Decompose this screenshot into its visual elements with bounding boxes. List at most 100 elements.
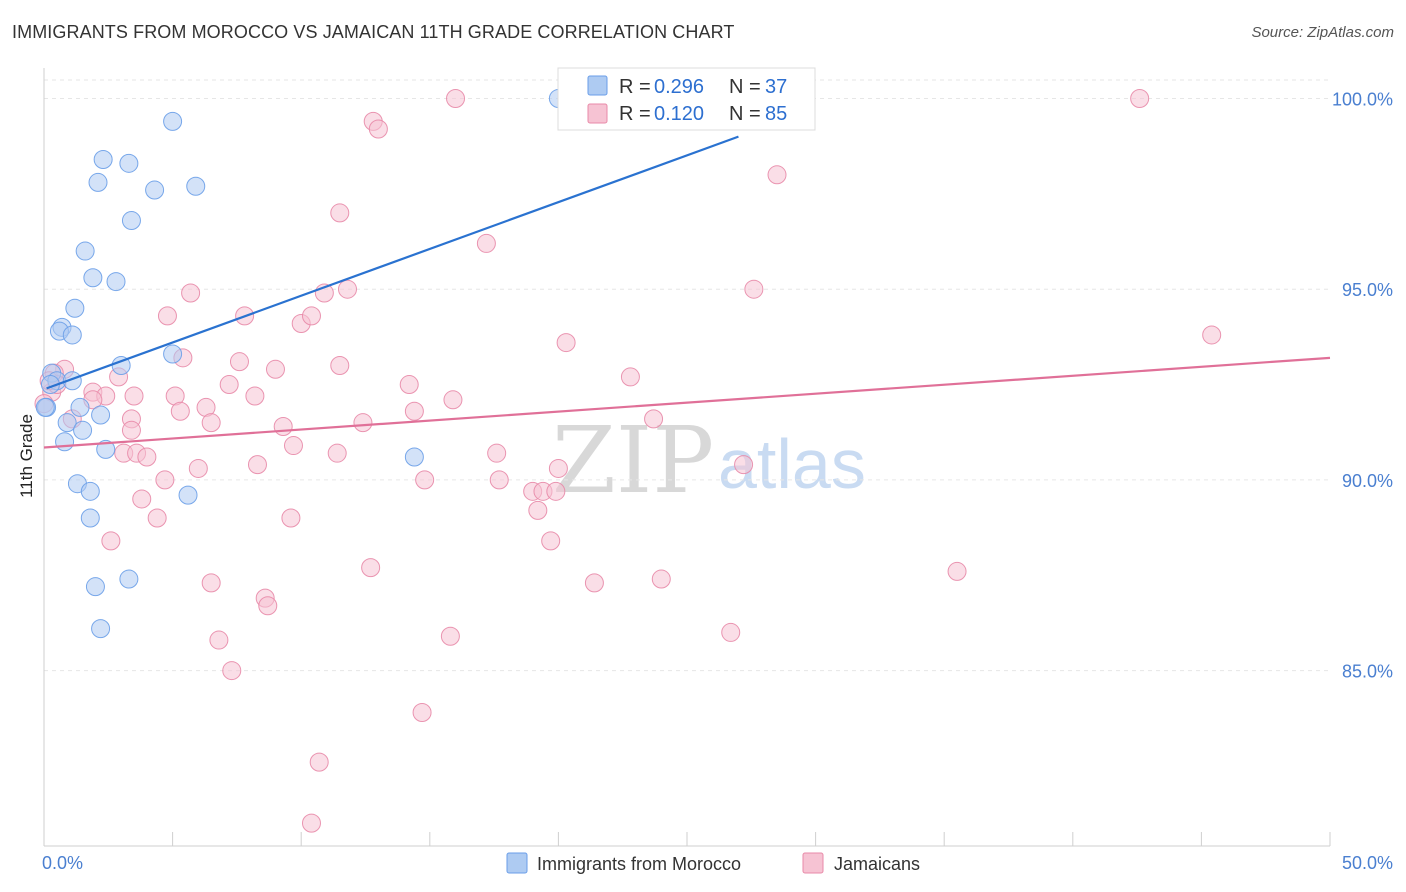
y-axis-title: 11th Grade xyxy=(17,414,36,498)
jamaicans-point-42 xyxy=(201,413,221,433)
legend-r-label-jamaicans: R = xyxy=(619,103,651,125)
legend-bottom-swatch-morocco xyxy=(506,852,528,874)
morocco-trend-line xyxy=(46,135,739,390)
jamaicans-point-20 xyxy=(330,355,350,375)
jamaicans-point-59 xyxy=(489,470,509,490)
jamaicans-point-63 xyxy=(132,489,152,509)
jamaicans-point-75 xyxy=(258,596,278,616)
y-tick-label-0: 85.0% xyxy=(1342,662,1393,682)
jamaicans-point-10 xyxy=(337,279,357,299)
jamaicans-point-16 xyxy=(556,333,576,353)
jamaicans-point-29 xyxy=(219,375,239,395)
jamaicans-point-12 xyxy=(157,306,177,326)
jamaicans-point-53 xyxy=(247,455,267,475)
jamaicans-point-82 xyxy=(301,813,321,833)
morocco-point-4 xyxy=(145,180,165,200)
x-tick-label-max: 50.0% xyxy=(1342,853,1393,873)
watermark: ZIP atlas xyxy=(552,407,866,514)
morocco-point-5 xyxy=(186,176,206,196)
jamaicans-point-66 xyxy=(528,500,548,520)
morocco-point-29 xyxy=(80,481,100,501)
morocco-point-33 xyxy=(85,577,105,597)
morocco-point-14 xyxy=(163,344,183,364)
jamaicans-point-33 xyxy=(399,375,419,395)
morocco-point-3 xyxy=(88,172,108,192)
jamaicans-trend-line xyxy=(43,356,1331,449)
jamaicans-point-65 xyxy=(147,508,167,528)
legend-bottom-label-jamaicans: Jamaicans xyxy=(834,854,920,874)
legend-n-value-jamaicans: 85 xyxy=(765,103,787,125)
morocco-point-7 xyxy=(75,241,95,261)
jamaicans-point-46 xyxy=(644,409,664,429)
jamaicans-point-70 xyxy=(947,561,967,581)
jamaicans-point-52 xyxy=(487,443,507,463)
jamaicans-point-39 xyxy=(404,401,424,421)
jamaicans-point-34 xyxy=(443,390,463,410)
jamaicans-point-76 xyxy=(209,630,229,650)
jamaicans-point-78 xyxy=(721,622,741,642)
morocco-point-31 xyxy=(80,508,100,528)
legend-swatch-jamaicans xyxy=(587,103,608,124)
morocco-point-0 xyxy=(163,111,183,131)
y-tick-labels: 85.0% 90.0% 95.0% 100.0% xyxy=(1332,90,1393,682)
morocco-point-10 xyxy=(65,298,85,318)
jamaicans-point-67 xyxy=(101,531,121,551)
jamaicans-point-68 xyxy=(541,531,561,551)
legend-r-value-morocco: 0.296 xyxy=(654,76,704,98)
morocco-point-32 xyxy=(119,569,139,589)
jamaicans-point-7 xyxy=(476,233,496,253)
jamaicans-point-5 xyxy=(767,165,787,185)
jamaicans-point-73 xyxy=(201,573,221,593)
jamaicans-point-56 xyxy=(734,455,754,475)
jamaicans-point-77 xyxy=(440,626,460,646)
jamaicans-point-43 xyxy=(353,413,373,433)
jamaicans-point-2 xyxy=(1130,89,1150,109)
trend-lines xyxy=(43,135,1331,449)
morocco-point-30 xyxy=(178,485,198,505)
jamaicans-point-11 xyxy=(744,279,764,299)
legend-bottom: Immigrants from Morocco Jamaicans xyxy=(506,852,920,874)
morocco-point-2 xyxy=(119,153,139,173)
jamaicans-point-80 xyxy=(412,703,432,723)
morocco-point-36 xyxy=(35,397,55,417)
morocco-point-26 xyxy=(96,439,116,459)
jamaicans-point-54 xyxy=(188,458,208,478)
jamaicans-point-4 xyxy=(368,119,388,139)
jamaicans-point-64 xyxy=(281,508,301,528)
legend-swatch-morocco xyxy=(587,75,608,96)
jamaicans-point-57 xyxy=(155,470,175,490)
x-tick-label-min: 0.0% xyxy=(42,853,83,873)
jamaicans-point-44 xyxy=(273,416,293,436)
morocco-point-25 xyxy=(55,432,75,452)
legend-n-label-morocco: N = xyxy=(729,76,761,98)
jamaicans-point-55 xyxy=(548,458,568,478)
jamaicans-point-8 xyxy=(181,283,201,303)
jamaicans-point-62 xyxy=(546,481,566,501)
jamaicans-point-17 xyxy=(1202,325,1222,345)
morocco-point-20 xyxy=(70,397,90,417)
morocco-point-13 xyxy=(62,325,82,345)
jamaicans-point-71 xyxy=(584,573,604,593)
morocco-point-24 xyxy=(73,420,93,440)
morocco-point-22 xyxy=(91,405,111,425)
gridlines xyxy=(44,79,1330,672)
morocco-point-8 xyxy=(83,268,103,288)
morocco-point-6 xyxy=(121,211,141,231)
morocco-point-1 xyxy=(93,150,113,170)
jamaicans-point-69 xyxy=(361,558,381,578)
legend-stats-box: R = 0.296 N = 37 R = 0.120 N = 85 xyxy=(557,67,816,131)
jamaicans-point-35 xyxy=(620,367,640,387)
x-ticks xyxy=(43,832,1331,846)
chart-title: IMMIGRANTS FROM MOROCCO VS JAMAICAN 11TH… xyxy=(12,22,735,42)
y-tick-label-3: 100.0% xyxy=(1332,90,1393,110)
legend-bottom-label-morocco: Immigrants from Morocco xyxy=(537,854,741,874)
jamaicans-point-79 xyxy=(222,661,242,681)
jamaicans-point-45 xyxy=(121,420,141,440)
legend-bottom-swatch-jamaicans xyxy=(802,852,824,874)
legend-r-value-jamaicans: 0.120 xyxy=(654,103,704,125)
legend-n-value-morocco: 37 xyxy=(765,76,787,98)
jamaicans-point-0 xyxy=(446,89,466,109)
jamaicans-point-50 xyxy=(283,436,303,456)
